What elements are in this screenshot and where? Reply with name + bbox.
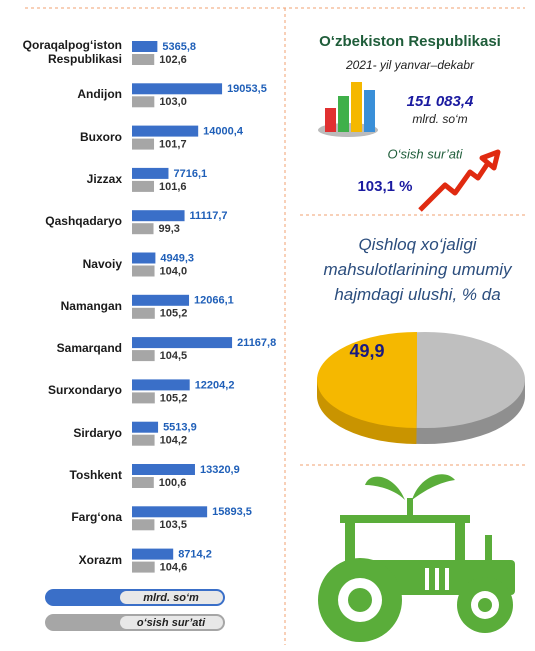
bar <box>132 125 199 137</box>
bar <box>132 138 155 150</box>
value-label: 101,7 <box>159 139 187 151</box>
bar <box>132 350 155 362</box>
category-label: Farg‘ona <box>71 510 122 525</box>
bar <box>132 223 154 235</box>
pie-slice <box>317 332 417 428</box>
summary-total: 151 083,4 <box>407 93 474 110</box>
bar <box>132 506 208 518</box>
value-label: 12066,1 <box>194 295 234 307</box>
value-label: 102,6 <box>159 54 187 66</box>
bar <box>132 54 155 65</box>
category-label: Qashqadaryo <box>45 214 122 229</box>
value-label: 4949,3 <box>160 252 194 264</box>
growth-value: 103,1 % <box>357 178 412 195</box>
legend-field <box>120 616 223 629</box>
bar <box>132 210 185 222</box>
bar <box>132 96 155 108</box>
category-label: Xorazm <box>78 552 122 567</box>
bar <box>132 294 190 306</box>
value-label: 99,3 <box>159 223 180 235</box>
bar <box>132 519 155 531</box>
value-label: 14000,4 <box>203 126 244 138</box>
category-label: Sirdaryo <box>73 425 122 440</box>
summary-period: 2021- yil yanvar–dekabr <box>345 58 475 72</box>
legend-field <box>120 591 223 604</box>
summary-unit: mlrd. so‘m <box>412 112 467 126</box>
category-label: Navoiy <box>82 256 122 271</box>
bar <box>132 180 155 192</box>
value-label: 103,0 <box>159 96 187 108</box>
value-label: 103,5 <box>159 519 187 531</box>
growth-arrow <box>418 149 501 212</box>
pie-label: 49,9 <box>349 341 384 361</box>
legend-label: mlrd. so‘m <box>143 592 199 604</box>
bar <box>132 434 155 446</box>
bar <box>132 41 158 52</box>
bar <box>132 307 155 319</box>
value-label: 5513,9 <box>163 422 197 434</box>
bar <box>132 379 190 391</box>
bar <box>132 252 156 264</box>
bar-icon <box>318 82 378 137</box>
bar <box>132 392 155 404</box>
tractor-icon <box>318 474 515 642</box>
bar <box>132 464 195 475</box>
category-label: Buxoro <box>80 129 122 144</box>
value-label: 104,0 <box>160 265 188 277</box>
value-label: 15893,5 <box>212 506 252 518</box>
value-label: 104,6 <box>160 562 188 574</box>
growth-label: O‘sish sur’ati <box>388 146 464 161</box>
pie-title: Qishloq xo‘jaligi mahsulotlarining umumi… <box>323 235 512 304</box>
value-label: 105,2 <box>160 308 188 320</box>
bar <box>132 83 223 95</box>
value-label: 101,6 <box>159 181 187 193</box>
value-label: 13320,9 <box>200 464 240 476</box>
legend-label: o‘sish sur’ati <box>137 617 206 629</box>
value-label: 100,6 <box>159 477 187 489</box>
value-label: 8714,2 <box>178 549 212 561</box>
bar <box>132 561 155 573</box>
bar <box>132 477 154 488</box>
bar <box>132 548 174 560</box>
value-label: 21167,8 <box>237 337 276 349</box>
value-label: 104,2 <box>160 435 188 447</box>
category-label: Andijon <box>77 87 122 102</box>
value-label: 12204,2 <box>195 379 235 391</box>
summary-title: O‘zbekiston Respublikasi <box>319 33 501 50</box>
value-label: 105,2 <box>160 392 188 404</box>
category-label: Namangan <box>60 298 122 313</box>
category-label: Qoraqalpog‘iston Respublikasi <box>22 38 122 66</box>
value-label: 11117,7 <box>190 210 228 222</box>
bar <box>132 167 169 179</box>
value-label: 7716,1 <box>173 168 207 180</box>
category-label: Toshkent <box>69 468 122 482</box>
bar <box>132 421 159 433</box>
category-label: Surxondaryo <box>47 383 122 398</box>
value-label: 104,5 <box>160 350 188 362</box>
bar <box>132 265 155 277</box>
value-label: 19053,5 <box>227 83 267 95</box>
category-label: Jizzax <box>86 171 122 186</box>
category-label: Samarqand <box>56 341 122 356</box>
bar <box>132 337 233 349</box>
value-label: 5365,8 <box>162 41 196 53</box>
